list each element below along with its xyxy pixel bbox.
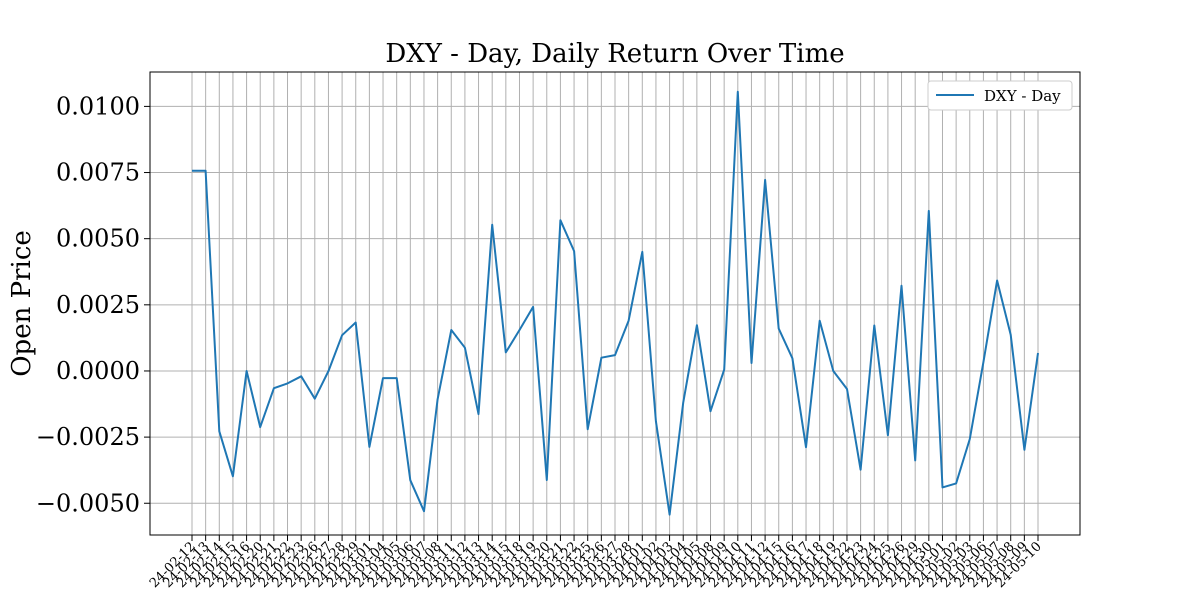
chart-title: DXY - Day, Daily Return Over Time: [385, 39, 844, 69]
legend-label: DXY - Day: [984, 87, 1061, 105]
y-tick-label: −0.0025: [36, 423, 140, 451]
x-axis: 24-02-1224-02-1324-02-1424-02-1524-02-16…: [147, 535, 1045, 591]
y-tick-label: 0.0075: [56, 159, 140, 187]
y-axis-label: Open Price: [7, 230, 37, 377]
legend-box: [927, 80, 1073, 111]
grid-lines: [150, 72, 1080, 535]
series-layer: [191, 90, 1039, 516]
y-tick-label: 0.0050: [56, 225, 140, 253]
legend: DXY - Day: [927, 80, 1073, 111]
y-tick-label: 0.0100: [56, 92, 140, 120]
y-tick-label: 0.0000: [56, 357, 140, 385]
y-tick-label: 0.0025: [56, 291, 140, 319]
y-tick-label: −0.0050: [36, 489, 140, 517]
y-axis: −0.0050 −0.0025 0.0000 0.0025 0.0050 0.0075 0.…: [36, 92, 150, 517]
